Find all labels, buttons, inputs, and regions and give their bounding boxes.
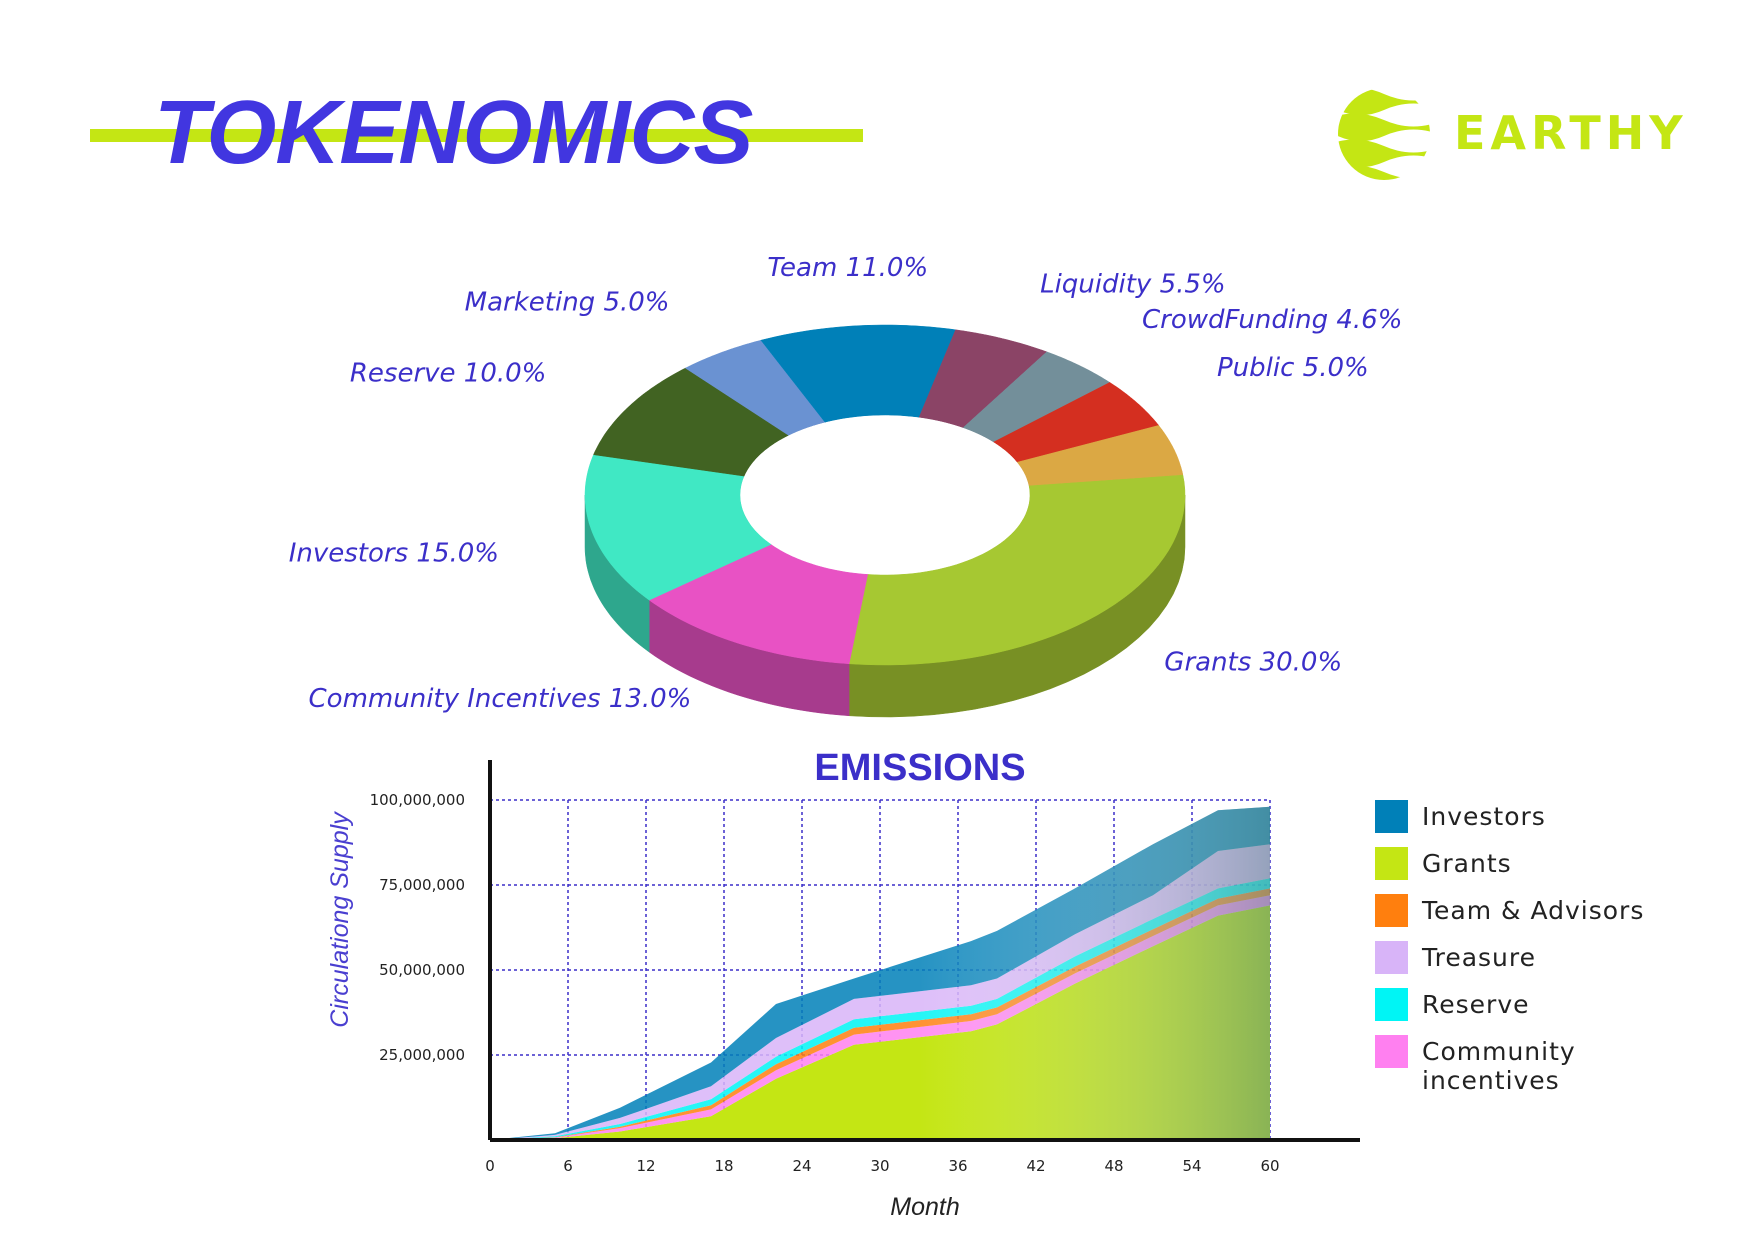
- legend-item: Team & Advisors: [1375, 894, 1735, 941]
- y-tick-label: 50,000,000: [379, 961, 465, 979]
- legend-item: Community incentives: [1375, 1035, 1735, 1095]
- legend-label: Investors: [1422, 802, 1546, 831]
- emissions-legend: Investors Grants Team & Advisors Treasure Re…: [1375, 800, 1735, 1095]
- brand-name: EARTHY: [1454, 106, 1688, 160]
- legend-item: Grants: [1375, 847, 1735, 894]
- legend-swatch: [1375, 988, 1408, 1021]
- y-tick-label: 25,000,000: [379, 1046, 465, 1064]
- donut-label: Grants 30.0%: [1164, 648, 1342, 678]
- donut-label: Reserve 10.0%: [350, 359, 547, 389]
- y-axis-label: Circulationg Supply: [326, 811, 354, 1028]
- x-tick-label: 42: [1026, 1157, 1045, 1175]
- x-tick-label: 0: [485, 1157, 495, 1175]
- legend-item: Investors: [1375, 800, 1735, 847]
- title-underline: [90, 129, 863, 142]
- donut-label: Community Incentives 13.0%: [309, 684, 692, 714]
- donut-label: Marketing 5.0%: [465, 288, 670, 318]
- legend-item: Treasure: [1375, 941, 1735, 988]
- legend-label: Grants: [1422, 849, 1512, 878]
- y-tick-label: 75,000,000: [379, 876, 465, 894]
- donut-slice-unlabeled: [1016, 425, 1184, 486]
- donut-label: Public 5.0%: [1217, 353, 1369, 383]
- donut-labels: Grants 30.0% Community Incentives 13.0% In…: [289, 253, 1403, 714]
- x-tick-label: 6: [563, 1157, 573, 1175]
- wave-globe-icon: [1338, 88, 1430, 180]
- x-tick-label: 18: [714, 1157, 733, 1175]
- donut-label: CrowdFunding 4.6%: [1142, 305, 1402, 335]
- x-tick-label: 24: [792, 1157, 811, 1175]
- legend-item: Reserve: [1375, 988, 1735, 1035]
- emissions-title: EMISSIONS: [814, 747, 1025, 789]
- x-tick-label: 12: [636, 1157, 655, 1175]
- donut-tops: [584, 324, 1186, 666]
- area-shading: [490, 806, 1270, 1140]
- x-tick-label: 48: [1104, 1157, 1123, 1175]
- donut-label: Investors 15.0%: [289, 539, 499, 569]
- legend-swatch: [1375, 894, 1408, 927]
- legend-swatch: [1375, 1035, 1408, 1068]
- legend-label: Community incentives: [1422, 1037, 1576, 1095]
- legend-label: Treasure: [1422, 943, 1537, 972]
- x-tick-label: 54: [1182, 1157, 1201, 1175]
- x-tick-label: 60: [1260, 1157, 1279, 1175]
- areas: [490, 806, 1270, 1140]
- legend-label: Team & Advisors: [1422, 896, 1645, 925]
- legend-label: Reserve: [1422, 990, 1530, 1019]
- axes: 0 6 12 18 24 30 36 42 48 54 60 25,000,000 50,000,000…: [326, 760, 1360, 1221]
- x-tick-label: 36: [948, 1157, 967, 1175]
- title-block: TOKENOMICS: [90, 83, 870, 183]
- page-title: TOKENOMICS: [154, 83, 753, 183]
- donut-label: Team 11.0%: [767, 253, 928, 283]
- donut-label: Liquidity 5.5%: [1040, 270, 1226, 300]
- legend-swatch: [1375, 847, 1408, 880]
- legend-swatch: [1375, 941, 1408, 974]
- x-tick-label: 30: [870, 1157, 889, 1175]
- legend-swatch: [1375, 800, 1408, 833]
- brand-logo: EARTHY: [1330, 84, 1730, 184]
- y-tick-label: 100,000,000: [370, 791, 465, 809]
- x-axis-label: Month: [890, 1193, 959, 1221]
